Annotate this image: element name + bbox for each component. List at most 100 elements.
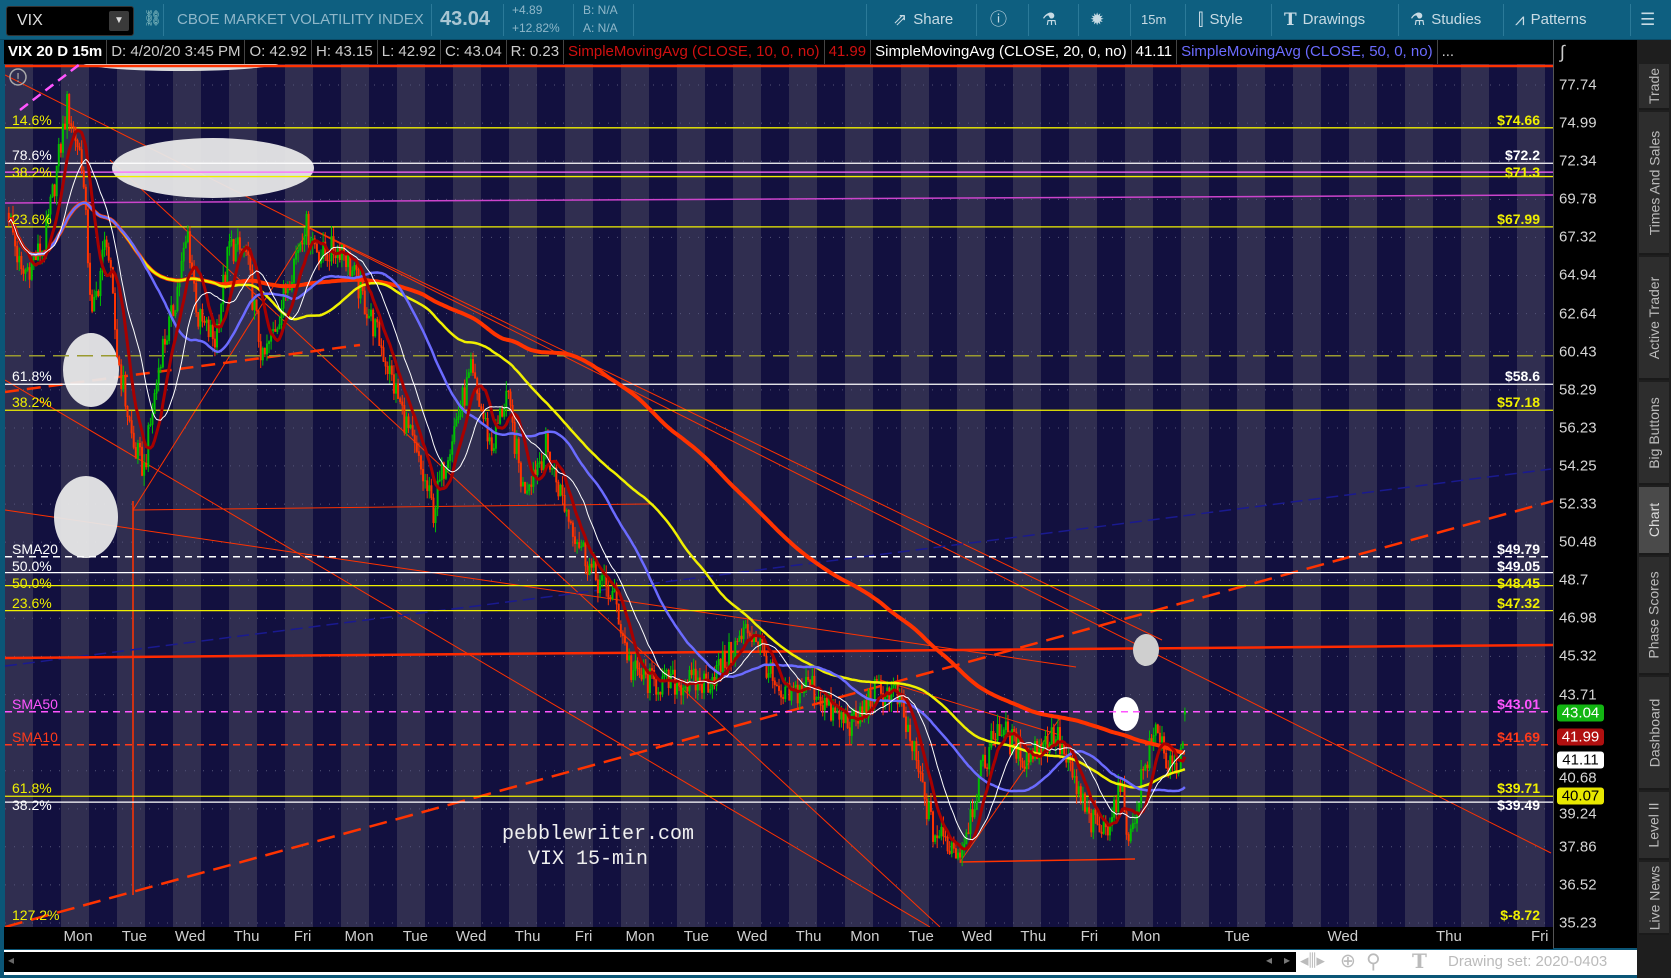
menu-button[interactable]: ☰ bbox=[1640, 0, 1655, 40]
level-label: 50.0% bbox=[12, 574, 52, 591]
session-stripe bbox=[453, 64, 481, 927]
time-axis[interactable] bbox=[4, 927, 1553, 949]
study-sma50[interactable]: SimpleMovingAvg (CLOSE, 50, 0, no) bbox=[1177, 40, 1438, 64]
session-stripe bbox=[621, 64, 649, 927]
highlight-ellipse[interactable] bbox=[81, 53, 281, 71]
day-label: Thu bbox=[233, 928, 260, 945]
sidebar-tab-phase-scores[interactable]: Phase Scores bbox=[1639, 557, 1669, 675]
level-label: 23.6% bbox=[12, 594, 52, 611]
day-label: Wed bbox=[961, 928, 993, 945]
patterns-label: Patterns bbox=[1530, 11, 1587, 28]
symbol-selector[interactable]: VIX ▼ bbox=[6, 6, 134, 36]
symbol-description: CBOE MARKET VOLATILITY INDEX bbox=[177, 11, 424, 28]
level-price-label: $57.18 bbox=[1497, 394, 1540, 411]
day-label: Mon bbox=[850, 928, 880, 945]
day-label: Wed bbox=[174, 928, 206, 945]
alert-icon[interactable] bbox=[9, 68, 27, 86]
day-label: Mon bbox=[1131, 928, 1161, 945]
price-tick-label: 43.71 bbox=[1559, 686, 1597, 704]
crosshair-icon[interactable]: ⊕ bbox=[1340, 950, 1356, 972]
day-label: Fri bbox=[1080, 928, 1099, 945]
sidebar-tab-live-news[interactable]: Live News bbox=[1639, 862, 1669, 935]
interval-button[interactable]: 15m bbox=[1141, 0, 1166, 40]
trendline[interactable] bbox=[959, 858, 1136, 863]
highlight-ellipse[interactable] bbox=[1133, 634, 1159, 666]
highlight-ellipse[interactable] bbox=[112, 138, 314, 198]
sidebar-tab-active-trader[interactable]: Active Trader bbox=[1639, 257, 1669, 380]
trendline[interactable] bbox=[5, 509, 1077, 668]
trendline[interactable] bbox=[5, 74, 1552, 854]
day-label: Mon bbox=[344, 928, 374, 945]
info-button[interactable]: ⓘ bbox=[990, 0, 1007, 40]
trendline[interactable] bbox=[879, 679, 1061, 736]
studies-button[interactable]: ⚗ Studies bbox=[1410, 0, 1481, 40]
day-label: Mon bbox=[625, 928, 655, 945]
patterns-button[interactable]: ⩘ Patterns bbox=[1515, 0, 1586, 40]
drawings-button[interactable]: T Drawings bbox=[1284, 0, 1365, 40]
study-sma20[interactable]: SimpleMovingAvg (CLOSE, 20, 0, no) bbox=[871, 40, 1132, 64]
sidebar-tab-label: Chart bbox=[1646, 502, 1663, 538]
bar-close: C: 43.04 bbox=[441, 40, 507, 64]
price-badge: 41.11 bbox=[1557, 751, 1604, 769]
sidebar-tab-level-ii[interactable]: Level II bbox=[1639, 792, 1669, 860]
scroll-right-icon[interactable]: ▸ bbox=[1284, 953, 1291, 967]
trendline-dashed[interactable] bbox=[19, 64, 81, 111]
day-label: Tue bbox=[908, 928, 934, 945]
sidebar-tab-big-buttons[interactable]: Big Buttons bbox=[1639, 382, 1669, 485]
level-label: 14.6% bbox=[12, 111, 52, 128]
sidebar-tab-chart[interactable]: Chart bbox=[1639, 487, 1669, 555]
toolbar: VIX ▼ ⛓ CBOE MARKET VOLATILITY INDEX 43.0… bbox=[0, 0, 1671, 40]
price-tick-label: 48.7 bbox=[1559, 571, 1589, 589]
chart-style-icon[interactable]: ∫ bbox=[1560, 42, 1565, 62]
trendline[interactable] bbox=[109, 159, 941, 927]
last-price: 43.04 bbox=[440, 8, 491, 30]
day-label: Thu bbox=[1020, 928, 1047, 945]
scroll-left-icon[interactable]: ◂ bbox=[8, 953, 15, 967]
trendline[interactable] bbox=[309, 227, 1163, 641]
magnifier-icon[interactable]: ⚲ bbox=[1366, 949, 1381, 973]
trendline[interactable] bbox=[132, 227, 311, 511]
price-tick-label: 56.23 bbox=[1559, 419, 1597, 437]
price-tick-label: 67.32 bbox=[1559, 228, 1597, 246]
highlight-ellipse[interactable] bbox=[1113, 697, 1139, 731]
sidebar-tab-dashboard[interactable]: Dashboard bbox=[1639, 677, 1669, 790]
sidebar-tab-times-and-sales[interactable]: Times And Sales bbox=[1639, 112, 1669, 255]
chevron-down-icon[interactable]: ▼ bbox=[109, 11, 129, 31]
trendline-dashed[interactable] bbox=[5, 468, 1552, 667]
more-studies[interactable]: ... bbox=[1441, 43, 1455, 60]
highlight-ellipse[interactable] bbox=[63, 333, 119, 407]
price-tick-label: 58.29 bbox=[1559, 381, 1597, 399]
level-label: 78.6% bbox=[12, 147, 52, 164]
session-stripe bbox=[957, 64, 985, 927]
trendline[interactable] bbox=[5, 194, 1553, 204]
level-label: 50.0% bbox=[12, 557, 52, 574]
day-label: Tue bbox=[683, 928, 709, 945]
sidebar-tab-label: Live News bbox=[1646, 865, 1662, 930]
sma20-line bbox=[8, 158, 1186, 841]
price-tick-label: 45.32 bbox=[1559, 647, 1597, 665]
price-badge: 40.07 bbox=[1557, 787, 1604, 805]
drawing-set-selector[interactable]: Drawing set: 2020-0403 bbox=[1448, 953, 1608, 970]
bar-high: H: 43.15 bbox=[312, 40, 378, 64]
highlight-ellipse[interactable] bbox=[54, 476, 118, 558]
sidebar-tab-trade[interactable]: Trade bbox=[1639, 64, 1669, 110]
flask-button[interactable]: ⚗ bbox=[1042, 0, 1057, 40]
style-button[interactable]: ⫿ Style bbox=[1198, 0, 1243, 40]
trendline[interactable] bbox=[5, 643, 1553, 660]
sma-yellow-line bbox=[7, 201, 1186, 789]
scroll-left-icon[interactable]: ◂ bbox=[1266, 953, 1273, 967]
session-stripe bbox=[1349, 64, 1377, 927]
trendline-dashed[interactable] bbox=[5, 343, 361, 394]
level-price-label: $49.79 bbox=[1497, 540, 1540, 557]
price-tick-label: 60.43 bbox=[1559, 343, 1597, 361]
horizontal-scrollbar[interactable]: ◂ ◂ ▸ bbox=[4, 952, 1296, 972]
link-icon[interactable]: ⛓ bbox=[143, 10, 163, 27]
text-tool-icon[interactable]: T bbox=[1412, 949, 1427, 973]
level-label: SMA10 bbox=[12, 728, 58, 745]
share-button[interactable]: ⇗ Share bbox=[893, 0, 953, 40]
level-price-label: $47.32 bbox=[1497, 594, 1540, 611]
settings-button[interactable]: ✹ bbox=[1090, 0, 1104, 40]
study-sma10[interactable]: SimpleMovingAvg (CLOSE, 10, 0, no) bbox=[564, 40, 825, 64]
zoom-fit-icon[interactable]: ◂⫼▸ bbox=[1300, 951, 1325, 971]
session-stripe bbox=[229, 64, 257, 927]
